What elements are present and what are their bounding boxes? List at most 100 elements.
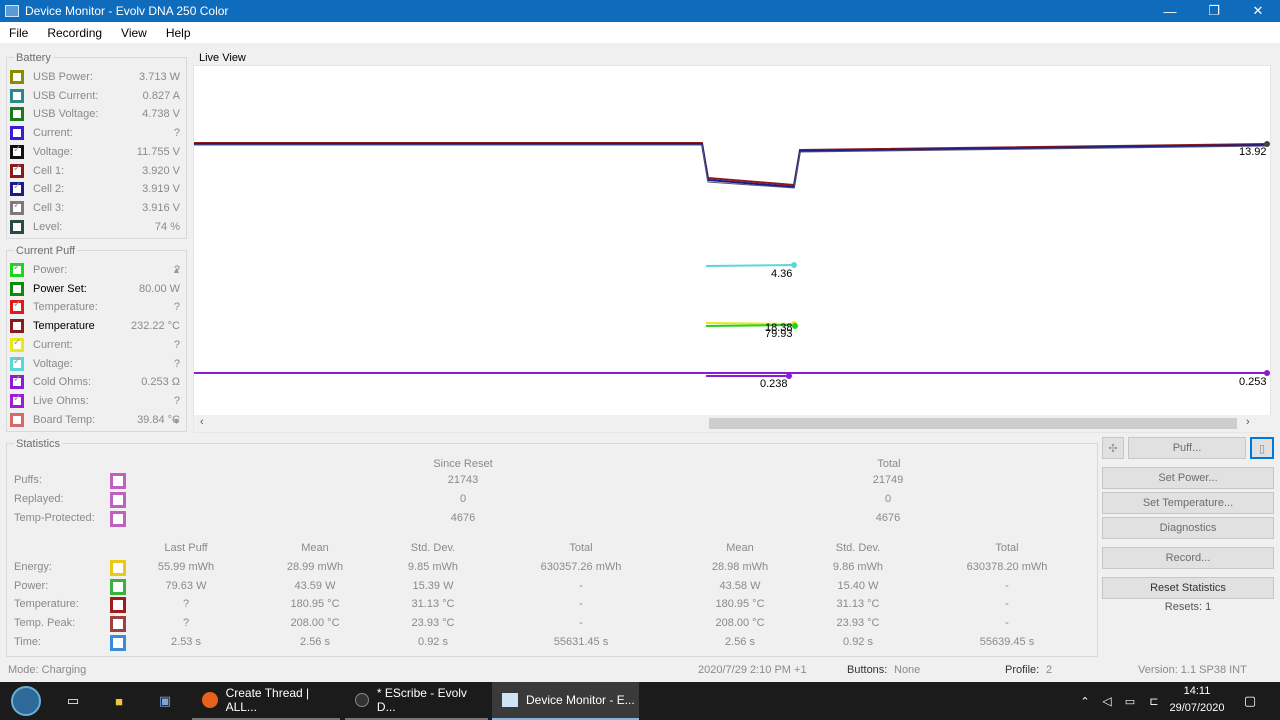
firefox-icon [202,692,218,708]
scroll-up-icon[interactable]: ▲ [172,265,181,275]
battery-series-checkbox[interactable] [10,70,24,84]
escribe-icon [355,693,369,707]
table-cell: 9.85 mWh [407,561,459,573]
table-cell: 630357.26 mWh [540,561,622,573]
task-firefox[interactable]: Create Thread | ALL... [192,682,340,720]
maximize-button[interactable]: ❐ [1208,3,1220,18]
lock-icon[interactable]: ▯ [1250,437,1274,459]
version-status: Version: 1.1 SP38 INT [1138,664,1247,676]
task-escribe[interactable]: * EScribe - Evolv D... [345,682,488,720]
taskbar: ▭ ■ ▣ Create Thread | ALL... * EScribe -… [0,682,1280,720]
current-puff-title: Current Puff [14,245,78,257]
puff-row: Voltage:? [10,355,180,373]
battery-series-checkbox[interactable] [10,126,24,141]
puff-series-checkbox[interactable] [10,262,24,277]
table-cell: 208.00 °C [290,617,340,630]
puff-label: Current: [33,338,73,351]
battery-label: Cell 3: [33,201,65,214]
chevron-up-icon[interactable]: ⌃ [1080,695,1090,708]
menu-recording[interactable]: Recording [47,25,103,40]
file-explorer-icon[interactable]: ■ [115,693,123,709]
battery-series-checkbox[interactable] [10,163,24,178]
stat-series-checkbox[interactable] [110,634,126,651]
table-cell: 9.86 mWh [832,561,884,573]
table-cell: ? [182,617,190,630]
battery-series-checkbox[interactable] [10,200,24,215]
table-cell: 2.56 s [725,635,755,648]
table-cell: 630378.20 mWh [966,561,1048,573]
stat-series-checkbox[interactable] [110,616,126,633]
since-reset-value: 21743 [447,474,479,486]
task-view-icon[interactable]: ▭ [66,693,80,708]
statistics-title: Statistics [14,438,63,450]
table-cell: 180.95 °C [290,598,340,611]
puff-series-checkbox[interactable] [10,337,24,352]
battery-series-checkbox[interactable] [10,88,24,103]
battery-series-checkbox[interactable] [10,144,24,159]
record-button[interactable]: Record... [1102,547,1274,569]
stat-label: Time: [14,635,42,648]
close-button[interactable]: ✕ [1252,3,1264,18]
puff-series-checkbox[interactable] [10,299,24,315]
stat-series-checkbox[interactable] [110,597,126,614]
battery-icon[interactable]: ▭ [1124,695,1136,708]
battery-label: Level: [33,220,63,233]
puff-series-checkbox[interactable] [10,319,24,334]
scroll-left-icon[interactable]: ‹ [200,416,204,428]
stat-series-checkbox[interactable] [110,492,126,508]
diagnostics-button[interactable]: Diagnostics [1102,517,1274,539]
fire-icon[interactable]: ✣ [1102,437,1124,459]
puff-row: Live Ohms:? [10,392,180,410]
table-cell: 55631.45 s [553,635,609,648]
menu-help[interactable]: Help [165,25,191,40]
horizontal-scrollbar[interactable]: ‹ › [194,415,1272,432]
minimize-button[interactable]: — [1163,3,1177,19]
table-cell: 23.93 °C [411,617,455,630]
scrollbar-thumb[interactable] [709,418,1237,429]
table-cell: 2.53 s [171,635,201,648]
puff-series-checkbox[interactable] [10,412,24,427]
clock-date[interactable]: 29/07/2020 [1169,702,1225,714]
task-device-monitor[interactable]: Device Monitor - E... [492,682,639,720]
puff-button[interactable]: Puff... [1128,437,1246,459]
set-temperature-button[interactable]: Set Temperature... [1102,492,1274,514]
stat-label: Temperature: [14,598,79,611]
volume-icon[interactable]: ◁ [1102,694,1112,708]
puff-row: Current:? [10,336,180,354]
puff-label: Cold Ohms: [33,376,92,389]
battery-series-checkbox[interactable] [10,181,24,197]
live-view-chart[interactable]: 13.92 4.36 18.38 79.93 0.238 0.253 ‹ › [193,65,1272,433]
table-cell: ? [182,598,190,611]
puff-value: 39.84 °C [137,413,180,426]
table-cell: - [1005,579,1009,592]
start-icon[interactable] [6,682,46,720]
clock-time[interactable]: 14:11 [1183,685,1211,697]
puff-series-checkbox[interactable] [10,356,24,371]
puff-value: ? [173,301,180,314]
set-power-button[interactable]: Set Power... [1102,467,1274,489]
network-icon[interactable]: ⊏ [1149,695,1159,708]
puff-series-checkbox[interactable] [10,281,24,296]
buttons-value: None [894,664,921,676]
battery-series-checkbox[interactable] [10,219,24,234]
reset-statistics-button[interactable]: Reset Statistics [1102,577,1274,599]
stat-series-checkbox[interactable] [110,578,126,595]
puff-series-checkbox[interactable] [10,374,24,390]
stat-series-checkbox[interactable] [110,560,126,576]
puff-series-checkbox[interactable] [10,393,24,408]
stat-series-checkbox[interactable] [110,473,126,489]
table-cell: 0.92 s [843,635,873,648]
battery-value: 4.738 V [142,108,180,121]
battery-label: Current: [33,127,73,140]
current-puff-label: 18.38 [765,322,793,334]
stat-series-checkbox[interactable] [110,511,126,527]
menu-file[interactable]: File [9,25,29,40]
battery-series-checkbox[interactable] [10,107,24,122]
stat-label: Temp. Peak: [14,617,76,630]
scroll-right-icon[interactable]: › [1246,416,1250,428]
menu-view[interactable]: View [121,25,147,40]
notifications-icon[interactable]: ▢ [1243,693,1257,708]
battery-row: Current:? [10,124,180,142]
app-pinned-icon[interactable]: ▣ [158,693,172,708]
scroll-down-icon[interactable]: ▼ [172,416,181,426]
